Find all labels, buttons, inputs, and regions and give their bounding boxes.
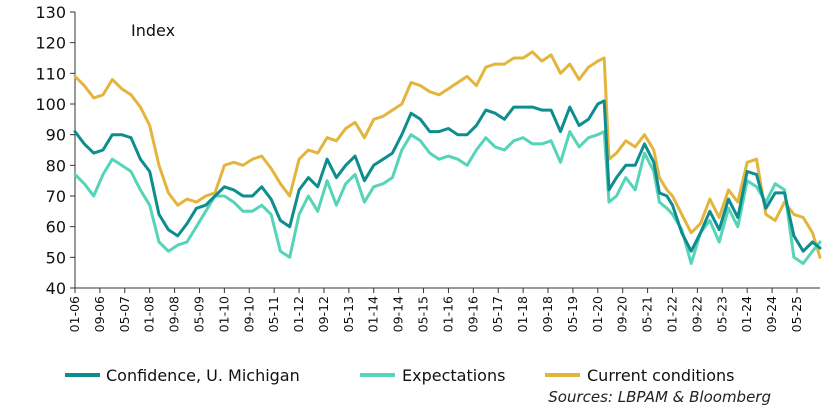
x-tick-label: 09-14 xyxy=(391,296,406,332)
x-tick-label: 05-17 xyxy=(490,296,505,332)
x-tick-label: 09-08 xyxy=(167,296,182,332)
y-tick-label: 60 xyxy=(46,218,66,237)
x-tick-label: 01-16 xyxy=(440,296,455,332)
series-line-confidence xyxy=(73,99,822,253)
x-tick-label: 09-10 xyxy=(241,296,256,332)
source-note: Sources: LBPAM & Bloomberg xyxy=(548,388,771,406)
y-tick-label: 80 xyxy=(46,156,66,175)
y-tick-label: 90 xyxy=(46,126,66,145)
x-tick-label: 01-14 xyxy=(366,296,381,332)
y-tick-label: 120 xyxy=(35,34,66,53)
y-tick-label: 110 xyxy=(35,64,66,83)
x-tick-label: 05-11 xyxy=(266,296,281,332)
x-tick-label: 05-07 xyxy=(117,296,132,332)
x-tick-label: 01-06 xyxy=(67,296,82,332)
legend-label-confidence: Confidence, U. Michigan xyxy=(106,366,300,385)
series-lines xyxy=(73,50,822,265)
y-tick-label: 50 xyxy=(46,248,66,267)
x-tick-label: 09-24 xyxy=(764,296,779,332)
x-tick-label: 01-10 xyxy=(216,296,231,332)
x-tick-label: 05-19 xyxy=(565,296,580,332)
y-axis: 40 50 60 70 80 90 100 110 120 130 xyxy=(35,3,76,298)
y-tick-label: 100 xyxy=(35,95,66,114)
x-tick-label: 01-20 xyxy=(590,296,605,332)
x-tick-label: 09-20 xyxy=(615,296,630,332)
series-line-current-conditions xyxy=(73,50,822,259)
x-tick-label: 01-18 xyxy=(515,296,530,332)
legend: Confidence, U. Michigan Expectations Cur… xyxy=(65,366,735,385)
x-tick-label: 09-18 xyxy=(540,296,555,332)
series-line-expectations xyxy=(73,130,822,265)
legend-label-current: Current conditions xyxy=(587,366,735,385)
y-tick-label: 70 xyxy=(46,187,66,206)
x-tick-label: 09-12 xyxy=(316,296,331,332)
x-tick-label: 09-06 xyxy=(92,296,107,332)
x-tick-label: 05-21 xyxy=(640,296,655,332)
x-tick-label: 01-08 xyxy=(142,296,157,332)
x-tick-label: 09-22 xyxy=(689,296,704,332)
x-tick-label: 01-12 xyxy=(291,296,306,332)
y-tick-label: 40 xyxy=(46,279,66,298)
x-tick-label: 05-09 xyxy=(191,296,206,332)
unit-label: Index xyxy=(131,21,175,40)
x-tick-label: 05-25 xyxy=(789,296,804,332)
x-tick-label: 01-22 xyxy=(664,296,679,332)
x-tick-label: 01-24 xyxy=(739,296,754,332)
x-tick-label: 05-23 xyxy=(714,296,729,332)
x-tick-label: 05-13 xyxy=(341,296,356,332)
legend-label-expectations: Expectations xyxy=(402,366,505,385)
x-axis: 01-06 09-06 05-07 01-08 09-08 05-09 01-10 09-10… xyxy=(67,287,820,332)
y-tick-label: 130 xyxy=(35,3,66,22)
x-tick-label: 05-15 xyxy=(416,296,431,332)
x-tick-label: 09-16 xyxy=(465,296,480,332)
